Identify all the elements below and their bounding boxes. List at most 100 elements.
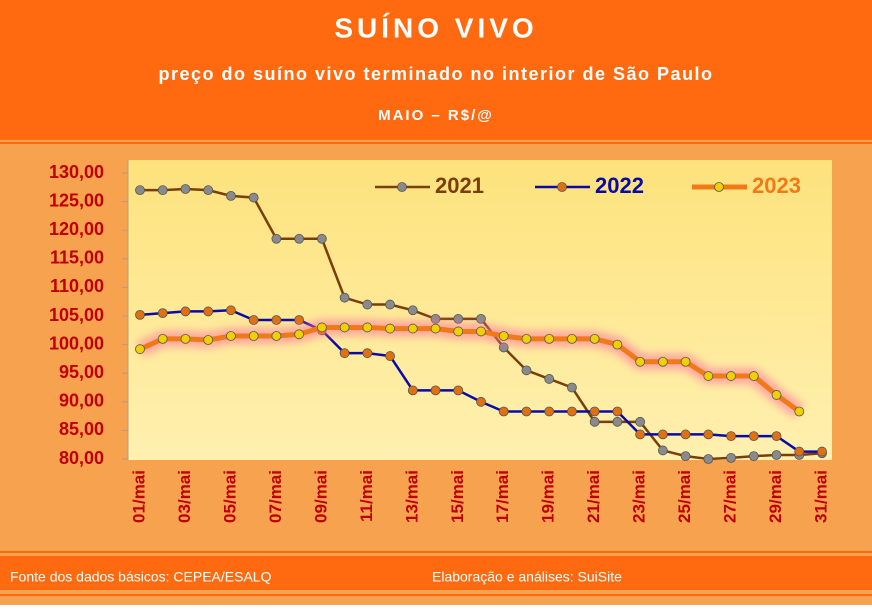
marker — [476, 396, 486, 407]
marker — [544, 406, 555, 417]
marker — [453, 385, 464, 396]
marker — [339, 292, 350, 303]
y-tick-label: 90,00 — [59, 391, 104, 411]
legend-marker — [397, 182, 407, 192]
marker — [771, 431, 782, 442]
marker — [453, 326, 464, 337]
marker — [362, 348, 373, 359]
marker — [589, 406, 600, 417]
marker — [726, 452, 736, 463]
marker — [226, 331, 236, 341]
marker — [680, 356, 691, 367]
marker — [157, 308, 168, 319]
plot-area — [128, 160, 832, 460]
y-tick-label: 120,00 — [49, 219, 104, 239]
x-tick-label: 27/mai — [721, 470, 740, 523]
marker — [817, 446, 827, 457]
x-tick-label: 23/mai — [630, 470, 649, 523]
marker — [407, 323, 418, 334]
marker — [135, 185, 145, 196]
marker — [657, 445, 668, 456]
marker — [407, 305, 418, 316]
marker — [748, 451, 759, 462]
marker — [703, 454, 714, 464]
marker — [612, 406, 623, 417]
marker — [794, 446, 805, 457]
marker — [476, 313, 486, 324]
marker — [271, 233, 282, 244]
y-tick-label: 110,00 — [50, 276, 104, 296]
x-tick-label: 31/mai — [811, 470, 830, 523]
marker — [339, 322, 350, 333]
marker — [248, 331, 259, 341]
marker — [680, 429, 691, 440]
marker — [589, 333, 600, 344]
marker — [180, 333, 191, 344]
marker — [635, 429, 646, 440]
marker — [544, 374, 555, 384]
marker — [544, 333, 555, 344]
marker — [407, 385, 418, 396]
legend-label: 2021 — [435, 173, 484, 198]
marker — [203, 185, 214, 196]
marker — [226, 305, 236, 316]
x-tick-label: 15/mai — [448, 470, 467, 523]
credit-note: Elaboração e análises: SuiSite — [432, 569, 622, 585]
marker — [567, 406, 577, 417]
marker — [703, 371, 714, 381]
chart-subtitle: preço do suíno vivo terminado no interio… — [158, 64, 713, 84]
marker — [385, 351, 395, 361]
marker — [271, 315, 282, 325]
marker — [521, 365, 532, 376]
marker — [726, 431, 736, 442]
x-tick-label: 21/mai — [584, 470, 603, 523]
footer — [0, 556, 872, 590]
marker — [271, 331, 282, 341]
marker — [657, 429, 668, 440]
marker — [362, 322, 373, 333]
x-tick-label: 07/mai — [266, 470, 285, 523]
marker — [635, 416, 646, 427]
y-tick-label: 115,00 — [50, 248, 104, 268]
x-tick-label: 17/mai — [493, 470, 512, 523]
marker — [430, 323, 441, 334]
x-tick-label: 25/mai — [675, 470, 694, 523]
marker — [316, 233, 327, 244]
marker — [567, 382, 577, 393]
y-tick-label: 80,00 — [59, 448, 104, 468]
x-tick-label: 01/mai — [129, 470, 148, 523]
marker — [794, 406, 805, 417]
marker — [498, 331, 509, 341]
marker — [771, 390, 782, 400]
marker — [521, 333, 532, 344]
legend-marker — [714, 182, 724, 192]
chart-caption: MAIO – R$/@ — [378, 107, 494, 124]
x-tick-label: 05/mai — [220, 470, 239, 523]
marker — [157, 185, 168, 196]
marker — [180, 184, 191, 194]
x-tick-label: 29/mai — [766, 470, 785, 523]
marker — [612, 416, 623, 427]
x-tick-label: 13/mai — [402, 470, 421, 523]
y-tick-label: 105,00 — [49, 305, 104, 325]
y-tick-label: 100,00 — [49, 333, 104, 353]
marker — [362, 299, 373, 310]
marker — [157, 333, 168, 344]
marker — [476, 326, 486, 337]
marker — [203, 335, 214, 345]
marker — [339, 348, 350, 359]
marker — [294, 315, 305, 325]
marker — [203, 306, 214, 317]
y-tick-label: 85,00 — [59, 419, 104, 439]
legend-label: 2023 — [752, 173, 801, 198]
marker — [294, 233, 305, 244]
marker — [771, 450, 782, 460]
x-tick-label: 09/mai — [311, 470, 330, 523]
marker — [316, 322, 327, 333]
source-note: Fonte dos dados básicos: CEPEA/ESALQ — [10, 569, 272, 585]
chart-title: SUÍNO VIVO — [334, 12, 537, 43]
marker — [748, 371, 759, 381]
legend-marker — [557, 182, 567, 192]
marker — [385, 299, 395, 310]
